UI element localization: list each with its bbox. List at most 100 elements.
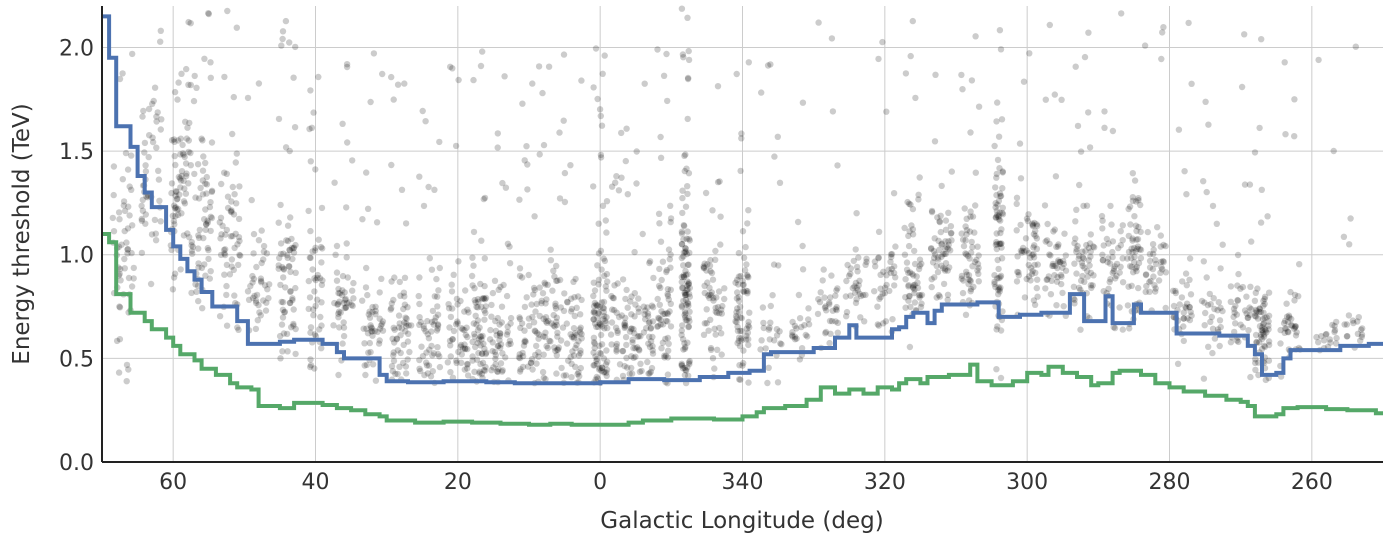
scatter-point-1860 (965, 280, 972, 288)
scatter-point-264 (237, 252, 244, 259)
scatter-point-1787 (906, 269, 914, 276)
scatter-point-355 (287, 214, 294, 221)
scatter-point-230 (199, 137, 206, 144)
scatter-point-967 (556, 195, 564, 202)
scatter-point-1645 (832, 318, 839, 325)
scatter-point-2061 (1059, 289, 1066, 297)
scatter-point-360 (279, 35, 286, 43)
scatter-point-1835 (948, 237, 955, 244)
scatter-point-1956 (996, 240, 1004, 247)
scatter-point-1161 (614, 327, 621, 334)
scatter-point-397 (280, 250, 287, 257)
scatter-point-845 (506, 243, 513, 250)
scatter-point-388 (279, 28, 287, 35)
scatter-point-2239 (1128, 245, 1135, 252)
scatter-point-391 (285, 263, 293, 270)
scatter-point-1774 (916, 256, 924, 263)
scatter-point-527 (362, 371, 369, 379)
scatter-point-1429 (678, 362, 685, 369)
scatter-point-35 (123, 361, 131, 369)
scatter-point-1891 (960, 242, 968, 250)
scatter-point-2074 (1049, 262, 1056, 270)
scatter-point-1520 (735, 281, 742, 288)
scatter-point-1336 (684, 364, 691, 371)
scatter-point-1114 (598, 122, 606, 129)
scatter-point-2398 (1230, 313, 1237, 321)
scatter-point-2131 (1086, 240, 1094, 247)
scatter-point-1679 (851, 283, 858, 290)
scatter-point-733 (454, 320, 461, 327)
scatter-point-2140 (1079, 272, 1086, 280)
scatter-point-1323 (659, 258, 667, 265)
scatter-point-1369 (684, 286, 691, 293)
scatter-point-1795 (911, 260, 919, 268)
scatter-point-1933 (996, 27, 1004, 34)
scatter-point-1877 (958, 230, 965, 237)
scatter-point-2222 (1125, 283, 1132, 290)
scatter-point-2171 (1119, 222, 1127, 229)
scatter-point-1205 (621, 323, 629, 330)
scatter-point-811 (481, 316, 488, 323)
scatter-point-1831 (938, 241, 945, 248)
axes (101, 6, 1383, 463)
scatter-point-1720 (875, 322, 882, 329)
scatter-point-1486 (712, 331, 719, 338)
scatter-point-296 (229, 232, 236, 240)
scatter-point-1265 (634, 344, 641, 351)
scatter-point-575 (401, 301, 409, 308)
scatter-point-947 (557, 304, 564, 311)
scatter-point-1049 (558, 364, 565, 372)
scatter-point-1607 (799, 266, 807, 273)
scatter-point-1315 (667, 215, 675, 222)
scatter-point-237 (191, 72, 198, 80)
scatter-point-2342 (1182, 270, 1190, 277)
scatter-point-145 (174, 137, 182, 144)
scatter-point-524 (360, 325, 367, 332)
scatter-point-280 (228, 263, 235, 270)
scatter-point-1878 (975, 103, 983, 110)
scatter-point-2138 (1071, 240, 1078, 247)
scatter-point-477 (343, 60, 351, 68)
scatter-point-1843 (936, 293, 944, 300)
scatter-point-962 (547, 246, 554, 253)
scatter-point-1047 (568, 295, 575, 302)
scatter-point-1025 (570, 278, 577, 285)
scatter-point-2469 (1251, 297, 1259, 304)
scatter-point-1045 (560, 117, 567, 124)
scatter-point-189 (203, 181, 211, 188)
scatter-point-856 (495, 342, 502, 350)
scatter-point-1890 (969, 263, 976, 270)
scatter-point-989 (550, 311, 557, 319)
scatter-point-1411 (681, 167, 688, 175)
scatter-point-762 (472, 312, 479, 319)
scatter-point-1193 (623, 286, 630, 294)
scatter-point-1094 (602, 361, 610, 368)
scatter-point-911 (525, 271, 532, 279)
scatter-point-211 (203, 221, 210, 228)
scatter-point-1019 (561, 169, 569, 177)
scatter-point-1667 (849, 284, 856, 292)
scatter-point-541 (361, 362, 368, 369)
scatter-point-709 (452, 142, 460, 150)
scatter-point-1262 (646, 259, 653, 267)
scatter-point-846 (494, 314, 501, 322)
scatter-point-138 (173, 206, 181, 213)
scatter-point-101 (138, 249, 146, 257)
scatter-point-2101 (1048, 277, 1055, 284)
scatter-point-1706 (890, 190, 898, 197)
scatter-point-1326 (664, 334, 672, 342)
scatter-point-944 (539, 368, 547, 376)
scatter-point-2458 (1252, 309, 1259, 317)
scatter-point-1661 (826, 301, 833, 308)
scatter-point-1031 (576, 373, 583, 380)
scatter-point-1996 (1030, 250, 1037, 258)
scatter-point-1361 (685, 56, 693, 64)
scatter-point-426 (307, 356, 314, 363)
scatter-point-2258 (1133, 263, 1141, 271)
scatter-point-596 (402, 220, 410, 227)
scatter-point-192 (190, 97, 198, 105)
scatter-point-1006 (565, 357, 572, 364)
scatter-point-2519 (1283, 300, 1290, 307)
scatter-point-1448 (712, 256, 719, 263)
scatter-point-1740 (906, 200, 913, 207)
